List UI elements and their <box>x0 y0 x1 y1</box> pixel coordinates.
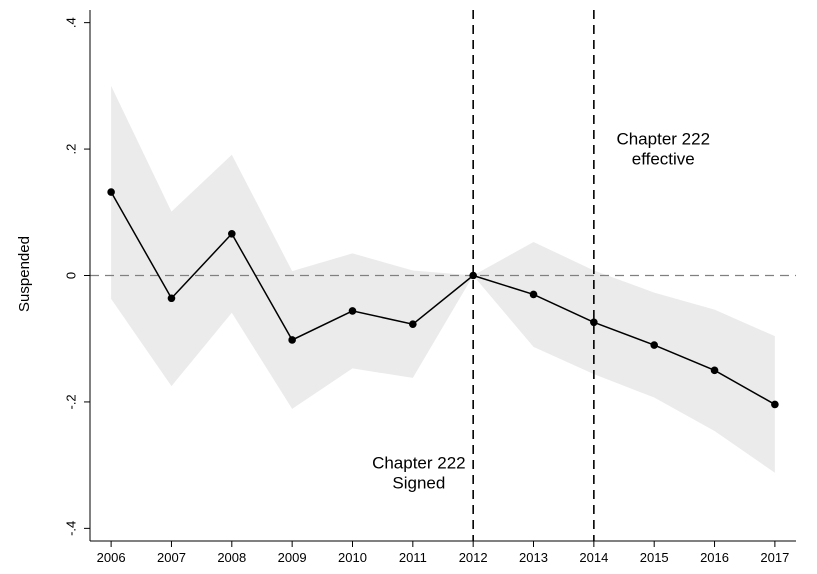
series-layer <box>107 188 779 409</box>
x-tick-label: 2007 <box>157 550 186 565</box>
confidence-band-layer <box>111 85 775 473</box>
x-tick-label: 2015 <box>640 550 669 565</box>
x-tick-label: 2010 <box>338 550 367 565</box>
data-point-2010 <box>348 307 357 315</box>
data-point-2006 <box>107 188 115 196</box>
data-point-2017 <box>771 400 779 409</box>
x-tick-label: 2012 <box>459 550 488 565</box>
data-point-2012 <box>469 271 477 280</box>
y-tick-label: -.2 <box>63 394 78 409</box>
x-tick-label: 2008 <box>217 550 246 565</box>
data-point-2008 <box>228 229 236 238</box>
data-point-2013 <box>529 290 538 299</box>
series-line <box>110 191 776 406</box>
confidence-band <box>111 85 775 473</box>
x-tick-label: 2009 <box>278 550 307 565</box>
x-tick-label: 2006 <box>97 550 126 565</box>
y-tick-label: .2 <box>63 144 78 155</box>
data-point-2014 <box>590 318 598 327</box>
x-tick-label: 2013 <box>519 550 548 565</box>
y-axis-title: Suspended <box>16 236 33 312</box>
x-tick-label: 2011 <box>399 550 427 565</box>
data-point-2009 <box>288 336 296 344</box>
annotation-text: Chapter 222 <box>372 453 466 472</box>
reference-lines-layer <box>90 10 796 541</box>
data-point-2011 <box>409 320 417 328</box>
x-tick-label: 2017 <box>760 550 789 565</box>
x-tick-label: 2016 <box>700 550 729 565</box>
x-tick-label: 2014 <box>579 550 608 565</box>
y-tick-label: 0 <box>63 272 78 279</box>
y-tick-label: .4 <box>63 17 78 28</box>
y-tick-label: -.4 <box>63 521 78 536</box>
data-point-2015 <box>650 341 658 349</box>
data-point-2016 <box>710 366 719 375</box>
annotation-text: Signed <box>392 473 445 492</box>
annotation-text: Chapter 222 <box>616 130 710 149</box>
data-point-2007 <box>167 294 176 303</box>
annotation-text: effective <box>632 150 695 169</box>
axes-layer: 2006 2007 2008 2009 2010 2011 2012 2013 2014 2015… <box>63 10 796 565</box>
